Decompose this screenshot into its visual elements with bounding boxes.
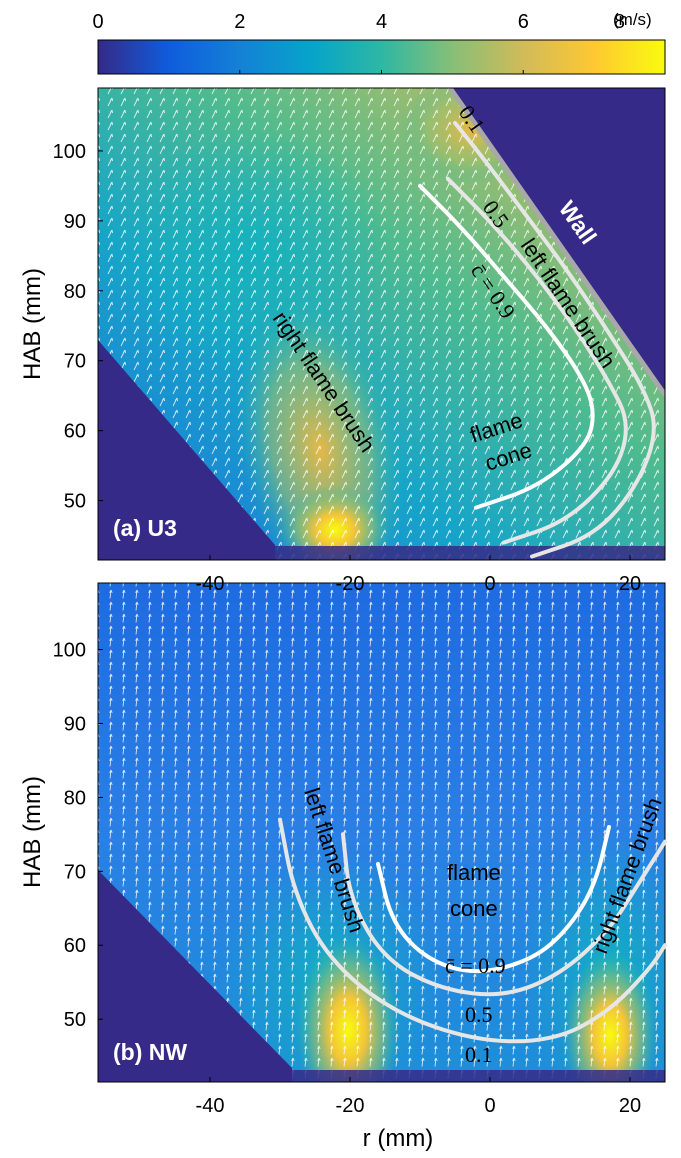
- x-tick-label: -20: [336, 573, 365, 595]
- colorbar-tick-8: 8: [614, 11, 625, 33]
- x-tick-label: 0: [484, 1095, 495, 1117]
- panel-a-masked-left: [98, 340, 275, 560]
- colorbar-tick-4: 4: [376, 11, 387, 33]
- panel-b-contour-label-0.1: 0.1: [465, 1042, 493, 1067]
- colorbar: 0 2 4 6 8 (m/s): [92, 10, 666, 75]
- contour-line-c0.5: [446, 176, 628, 545]
- colorbar-tick-0: 0: [92, 11, 103, 33]
- panel-a-contours: [418, 121, 656, 559]
- x-tick-label: 20: [619, 1095, 641, 1117]
- contour-line-c0.1: [453, 121, 656, 559]
- panel-b-contours: [278, 817, 667, 1044]
- panel-b-label: (b) NW: [113, 1039, 187, 1065]
- colorbar-tick-6: 6: [518, 11, 529, 33]
- x-tick-label: 20: [619, 573, 641, 595]
- contour-line-c0.5: [341, 832, 667, 997]
- colorbar-tick-2: 2: [234, 11, 245, 33]
- panel-b: (b) NW left flame brush right flame brus…: [97, 582, 667, 1083]
- contour-line-c0.1: [278, 817, 667, 1044]
- panel-b-cone-label-1: flame: [447, 860, 501, 885]
- colorbar-gradient: [97, 39, 666, 75]
- panel-a-wall-line: [447, 88, 665, 397]
- x-tick-label: -20: [336, 1095, 365, 1117]
- panel-b-contour-label-0.5: 0.5: [465, 1002, 493, 1027]
- y-axis-label-a: HAB (mm): [19, 268, 46, 380]
- panel-b-masked-left: [98, 870, 292, 1082]
- panel-a-label: (a) U3: [113, 515, 177, 541]
- y-tick-label: 60: [64, 935, 86, 957]
- panel-a-frame: [97, 87, 666, 561]
- y-tick-label: 50: [64, 491, 86, 513]
- panel-b-contour-label-0.9: c̄ = 0.9: [445, 953, 506, 978]
- y-tick-label: 50: [64, 1009, 86, 1031]
- y-tick-label: 70: [64, 861, 86, 883]
- panel-a: (a) U3 Wall right flame brush left flame…: [97, 87, 666, 561]
- y-tick-label: 60: [64, 421, 86, 443]
- panel-b-cone-label-2: cone: [450, 896, 498, 921]
- y-tick-label: 70: [64, 351, 86, 373]
- y-axis-label-b: HAB (mm): [19, 776, 46, 888]
- x-tick-label: 0: [484, 573, 495, 595]
- contour-line-c0.9: [376, 825, 611, 974]
- axes-ticks: 50 60 70 80 90 100 -40 -20 0 20 50 60 70 80 90 100 -40 -2…: [53, 141, 642, 1117]
- panel-b-frame: [97, 582, 666, 1083]
- contour-line-c0.9: [418, 183, 595, 510]
- y-tick-label: 80: [64, 281, 86, 303]
- x-axis-label: r (mm): [363, 1125, 434, 1152]
- y-tick-label: 90: [64, 211, 86, 233]
- colorbar-unit: (m/s): [613, 10, 652, 29]
- x-tick-label: -40: [196, 1095, 225, 1117]
- y-tick-label: 80: [64, 787, 86, 809]
- colorbar-ticks: 0 2 4 6 8: [92, 11, 666, 74]
- x-tick-label: -40: [196, 573, 225, 595]
- y-tick-label: 100: [53, 640, 86, 662]
- y-tick-label: 100: [53, 141, 86, 163]
- y-tick-label: 90: [64, 713, 86, 735]
